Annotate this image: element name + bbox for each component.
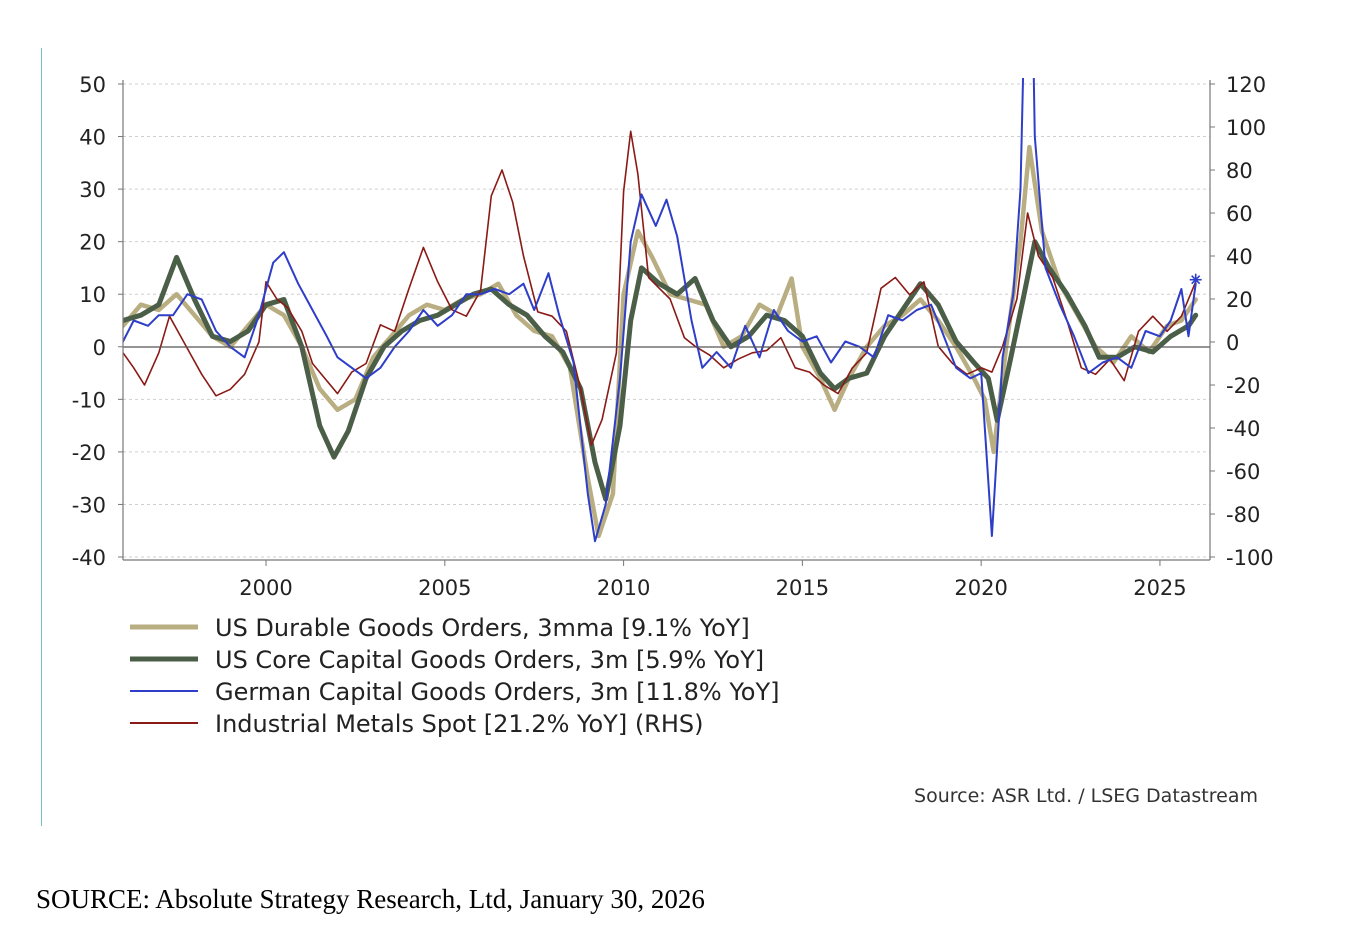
marker-stroke <box>1191 275 1201 285</box>
left-tick-label: 50 <box>79 73 106 97</box>
legend-label: Industrial Metals Spot [21.2% YoY] (RHS) <box>215 710 704 738</box>
right-tick-label: 100 <box>1226 116 1266 140</box>
right-tick-label: -20 <box>1226 374 1260 398</box>
series-core-capital-goods-line <box>123 239 1199 502</box>
x-tick-label: 2010 <box>597 576 650 600</box>
left-tick-label: -30 <box>72 493 106 517</box>
right-tick-label: 120 <box>1226 73 1266 97</box>
series-german-capital-goods-line <box>123 78 1197 543</box>
left-tick-label: -20 <box>72 441 106 465</box>
legend: US Durable Goods Orders, 3mma [9.1% YoY]… <box>130 614 780 738</box>
ticks: 50403020100-10-20-30-40120100806040200-2… <box>72 73 1274 600</box>
left-tick-label: 0 <box>93 336 106 360</box>
left-tick-label: 30 <box>79 178 106 202</box>
x-tick-label: 2005 <box>418 576 471 600</box>
chart: 50403020100-10-20-30-40120100806040200-2… <box>72 73 1274 807</box>
right-tick-label: 40 <box>1226 245 1253 269</box>
frame <box>122 80 1211 561</box>
legend-item-metals: Industrial Metals Spot [21.2% YoY] (RHS) <box>130 710 704 738</box>
x-tick-label: 2015 <box>776 576 829 600</box>
x-tick-label: 2025 <box>1133 576 1186 600</box>
series-layer <box>123 78 1202 543</box>
x-tick-label: 2000 <box>239 576 292 600</box>
legend-item-german: German Capital Goods Orders, 3m [11.8% Y… <box>130 678 780 706</box>
left-rule <box>41 48 42 826</box>
right-tick-label: -80 <box>1226 503 1260 527</box>
legend-item-durable: US Durable Goods Orders, 3mma [9.1% YoY] <box>130 614 750 642</box>
left-tick-label: -40 <box>72 546 106 570</box>
right-tick-label: 80 <box>1226 159 1253 183</box>
left-tick-label: 20 <box>79 231 106 255</box>
legend-label: German Capital Goods Orders, 3m [11.8% Y… <box>215 678 780 706</box>
legend-label: US Durable Goods Orders, 3mma [9.1% YoY] <box>215 614 750 642</box>
left-tick-label: 40 <box>79 126 106 150</box>
x-tick-label: 2020 <box>954 576 1007 600</box>
left-tick-label: -10 <box>72 388 106 412</box>
right-tick-label: 20 <box>1226 288 1253 312</box>
figure-caption: SOURCE: Absolute Strategy Research, Ltd,… <box>36 884 705 914</box>
right-tick-label: 60 <box>1226 202 1253 226</box>
right-tick-label: 0 <box>1226 331 1239 355</box>
right-tick-label: -40 <box>1226 417 1260 441</box>
chart-source: Source: ASR Ltd. / LSEG Datastream <box>914 785 1258 807</box>
right-tick-label: -100 <box>1226 546 1274 570</box>
series-durable-goods-line <box>123 144 1198 539</box>
legend-label: US Core Capital Goods Orders, 3m [5.9% Y… <box>215 646 764 674</box>
latest-value-marker <box>1189 273 1202 286</box>
right-tick-label: -60 <box>1226 460 1260 484</box>
left-tick-label: 10 <box>79 283 106 307</box>
legend-item-core-capital: US Core Capital Goods Orders, 3m [5.9% Y… <box>130 646 764 674</box>
